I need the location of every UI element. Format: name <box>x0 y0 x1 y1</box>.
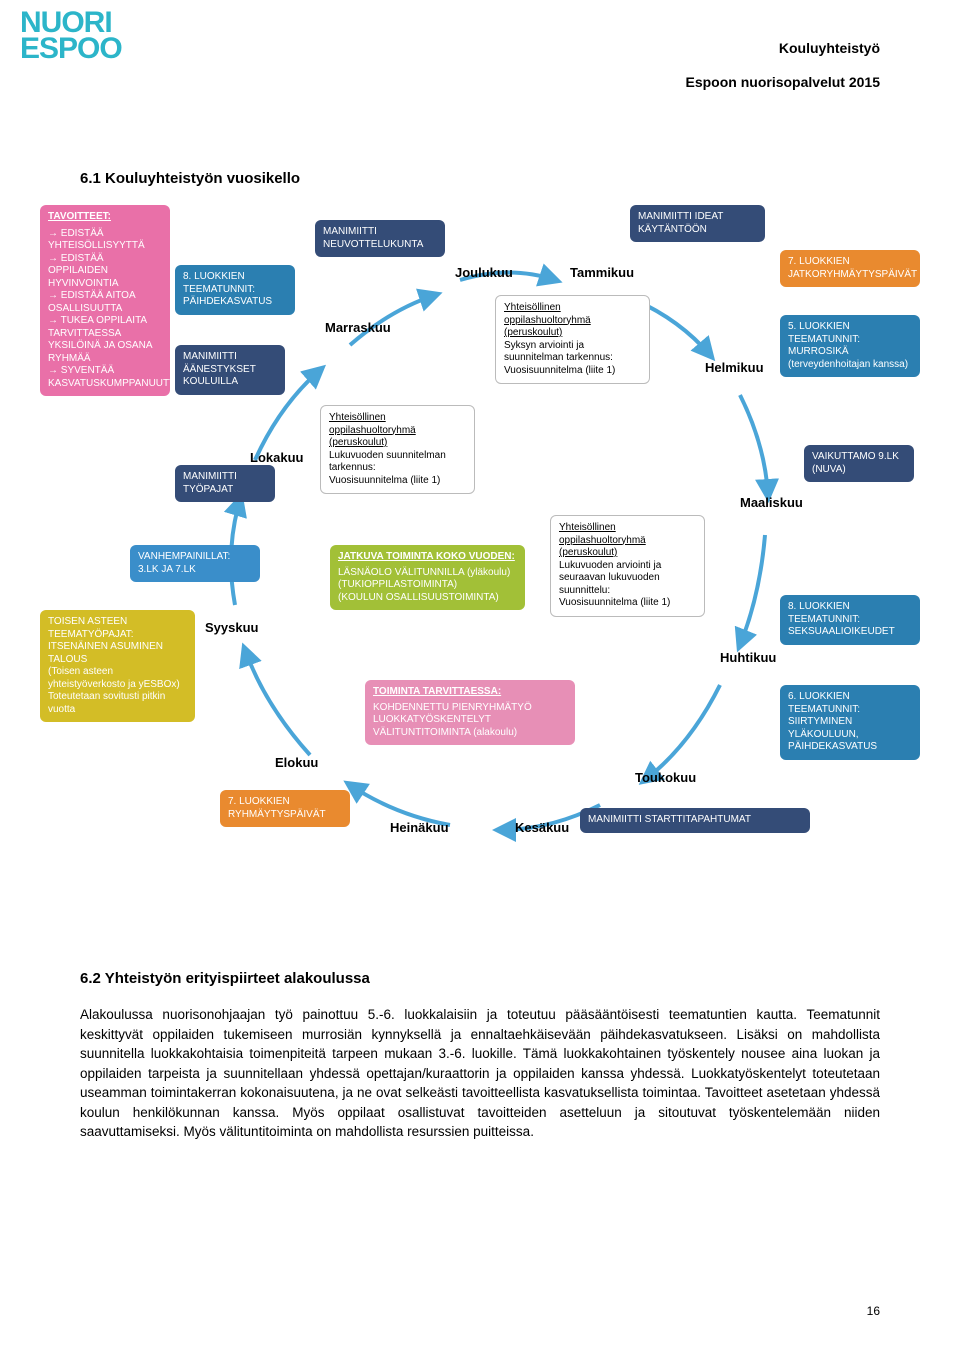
box-vanhempainillat: VANHEMPAINILLAT: 3.LK JA 7.LK <box>130 545 260 582</box>
month-maaliskuu: Maaliskuu <box>740 495 803 510</box>
jatkuva-u: JATKUVA TOIMINTA KOKO VUODEN: <box>338 551 517 564</box>
logo: NUORI ESPOO <box>20 10 122 61</box>
box-luok6-siirt: 6. LUOKKIEN TEEMATUNNIT: SIIRTYMINEN YLÄ… <box>780 685 920 760</box>
month-kesakuu: Kesäkuu <box>515 820 569 835</box>
body-paragraph: Alakoulussa nuorisonohjaajan työ painott… <box>80 1005 880 1142</box>
tavoitteet-title: TAVOITTEET: <box>48 211 162 224</box>
header-line2: Espoon nuorisopalvelut 2015 <box>686 74 881 90</box>
oppilashuolto-loka-b: Lukuvuoden suunnitelman tarkennus: Vuosi… <box>329 450 466 488</box>
heading-2: 6.2 Yhteistyön erityispiirteet alakoulus… <box>80 970 370 987</box>
tarvittaessa-b: KOHDENNETTU PIENRYHMÄTYÖ LUOKKATYÖSKENTE… <box>373 702 567 740</box>
box-luok7-ryhma: 7. LUOKKIEN RYHMÄYTYSPÄIVÄT <box>220 790 350 827</box>
oppilashuolto-tammi-b: Syksyn arviointi ja suunnitelman tarkenn… <box>504 340 641 378</box>
oppilashuolto-huhti-b: Lukuvuoden arviointi ja seuraavan lukuvu… <box>559 560 696 610</box>
box-jatkuva: JATKUVA TOIMINTA KOKO VUODEN: LÄSNÄOLO V… <box>330 545 525 610</box>
logo-line2: ESPOO <box>20 36 122 62</box>
header-block: Kouluyhteistyö Espoon nuorisopalvelut 20… <box>686 40 881 108</box>
month-joulukuu: Joulukuu <box>455 265 513 280</box>
year-clock-diagram: TAVOITTEET: → EDISTÄÄ YHTEISÖLLISYYTTÄ →… <box>40 205 930 937</box>
month-lokakuu: Lokakuu <box>250 450 303 465</box>
month-toukokuu: Toukokuu <box>635 770 696 785</box>
month-huhtikuu: Huhtikuu <box>720 650 776 665</box>
box-luok5-murros: 5. LUOKKIEN TEEMATUNNIT: MURROSIKÄ (terv… <box>780 315 920 377</box>
box-luok8-seks: 8. LUOKKIEN TEEMATUNNIT: SEKSUAALIOIKEUD… <box>780 595 920 645</box>
box-oppilashuolto-huhti: Yhteisöllinen oppilashuoltoryhmä (perusk… <box>550 515 705 617</box>
jatkuva-b: LÄSNÄOLO VÄLITUNNILLA (yläkoulu) (TUKIOP… <box>338 567 517 605</box>
box-oppilashuolto-tammi: Yhteisöllinen oppilashuoltoryhmä (perusk… <box>495 295 650 384</box>
oppilashuolto-huhti-u: Yhteisöllinen oppilashuoltoryhmä (perusk… <box>559 522 696 560</box>
month-tammikuu: Tammikuu <box>570 265 634 280</box>
box-tavoitteet: TAVOITTEET: → EDISTÄÄ YHTEISÖLLISYYTTÄ →… <box>40 205 170 396</box>
box-manimiitti-neuv: MANIMIITTI NEUVOTTELUKUNTA <box>315 220 445 257</box>
box-manimiitti-aanestykset: MANIMIITTI ÄÄNESTYKSET KOULUILLA <box>175 345 285 395</box>
box-oppilashuolto-loka: Yhteisöllinen oppilashuoltoryhmä (perusk… <box>320 405 475 494</box>
box-manimiitti-start: MANIMIITTI STARTTITAPAHTUMAT <box>580 808 810 833</box>
box-luok7-jatko: 7. LUOKKIEN JATKORYHMÄYTYSPÄIVÄT <box>780 250 920 287</box>
month-helmikuu: Helmikuu <box>705 360 764 375</box>
month-syyskuu: Syyskuu <box>205 620 258 635</box>
heading-1: 6.1 Kouluyhteistyön vuosikello <box>80 170 300 187</box>
box-manimiitti-ideat: MANIMIITTI IDEAT KÄYTÄNTÖÖN <box>630 205 765 242</box>
page-number: 16 <box>867 1304 880 1318</box>
header-line1: Kouluyhteistyö <box>686 40 881 56</box>
month-heinakuu: Heinäkuu <box>390 820 449 835</box>
tarvittaessa-u: TOIMINTA TARVITTAESSA: <box>373 686 567 699</box>
box-manimiitti-tyopajat: MANIMIITTI TYÖPAJAT <box>175 465 275 502</box>
tavoitteet-body: → EDISTÄÄ YHTEISÖLLISYYTTÄ → EDISTÄÄ OPP… <box>48 228 162 391</box>
oppilashuolto-tammi-u: Yhteisöllinen oppilashuoltoryhmä (perusk… <box>504 302 641 340</box>
box-toisen-asteen: TOISEN ASTEEN TEEMATYÖPAJAT: ITSENÄINEN … <box>40 610 195 722</box>
box-luok8-paihde: 8. LUOKKIEN TEEMATUNNIT: PÄIHDEKASVATUS <box>175 265 295 315</box>
oppilashuolto-loka-u: Yhteisöllinen oppilashuoltoryhmä (perusk… <box>329 412 466 450</box>
month-elokuu: Elokuu <box>275 755 318 770</box>
box-vaikuttamo: VAIKUTTAMO 9.LK (NUVA) <box>804 445 914 482</box>
month-marraskuu: Marraskuu <box>325 320 391 335</box>
box-tarvittaessa: TOIMINTA TARVITTAESSA: KOHDENNETTU PIENR… <box>365 680 575 745</box>
